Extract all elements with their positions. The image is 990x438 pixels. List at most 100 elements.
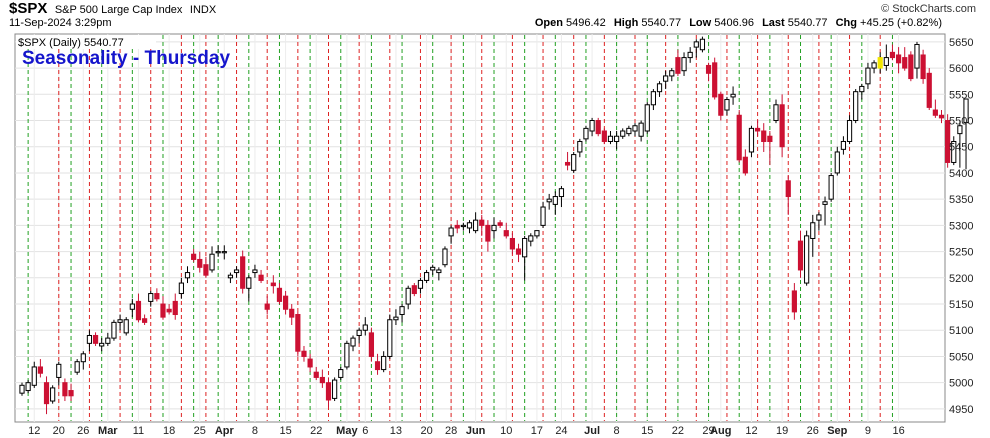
candle-body <box>632 125 638 132</box>
x-tick-label: 8 <box>614 425 620 437</box>
candle-body <box>816 214 822 221</box>
candle-body <box>571 154 577 171</box>
x-tick-label: 28 <box>445 425 457 437</box>
candle-body <box>914 43 920 69</box>
low-value: 5406.96 <box>714 17 755 29</box>
high-label: High <box>613 17 639 29</box>
x-tick-label: Jul <box>584 425 600 437</box>
credit-link[interactable]: © StockCharts.com <box>881 3 976 15</box>
candle-body <box>31 366 37 386</box>
y-tick-label: 5500 <box>949 116 973 128</box>
candle-body <box>846 120 853 142</box>
candle-body <box>454 224 460 229</box>
x-tick-label: May <box>336 425 358 437</box>
candle-body <box>111 321 117 339</box>
candle-body <box>945 120 951 163</box>
candle-body <box>724 99 730 111</box>
x-tick-label: Apr <box>215 425 235 437</box>
candle-body <box>859 85 865 93</box>
candle-body <box>233 269 240 274</box>
candle-body <box>589 120 595 132</box>
x-tick-label: 12 <box>28 425 40 437</box>
x-tick-label: 15 <box>641 425 653 437</box>
timestamp: 11-Sep-2024 3:29pm <box>9 17 112 29</box>
candle-body <box>853 91 859 122</box>
x-tick-label: 19 <box>776 425 788 437</box>
seasonality-markers <box>27 35 893 421</box>
candle-body <box>779 104 785 148</box>
highlight-candle <box>877 57 883 69</box>
chg-value: +45.25 (+0.82%) <box>860 17 942 29</box>
candle-body <box>804 235 810 284</box>
candle-body <box>963 98 969 124</box>
candle-body <box>430 266 436 271</box>
candle-body <box>74 361 80 373</box>
candle-body <box>546 198 552 203</box>
candle-body <box>92 334 99 344</box>
candle-body <box>50 387 56 402</box>
candle-body <box>142 318 148 323</box>
candle-body <box>227 274 234 279</box>
candle-body <box>767 135 773 142</box>
x-tick-label: 9 <box>865 425 871 437</box>
symbol: $SPX <box>9 0 48 17</box>
candle-body <box>448 227 454 237</box>
candle-body <box>135 300 142 321</box>
y-tick-label: 5100 <box>949 325 973 337</box>
y-axis: 4950 5000 5050 5100 5150 5200 5250 5300 5350 5400… <box>949 37 973 416</box>
candle-body <box>595 120 601 135</box>
candle-body <box>289 308 295 318</box>
candle-body <box>399 306 405 316</box>
candle-body <box>99 342 105 347</box>
candle-body <box>368 332 375 357</box>
open-label: Open <box>534 17 563 29</box>
x-tick-label: 26 <box>807 425 819 437</box>
candle-body <box>123 319 129 334</box>
low-label: Low <box>689 17 712 29</box>
candle-body <box>240 256 246 289</box>
symbol-heading: $SPX S&P 500 Large Cap Index INDX <box>9 0 216 18</box>
candle-body <box>203 264 209 276</box>
candle-body <box>528 235 534 242</box>
candle-body <box>540 206 546 226</box>
candle-body <box>908 54 914 80</box>
candle-body <box>160 303 166 318</box>
candle-body <box>840 140 847 150</box>
candle-body <box>797 240 804 271</box>
chart-title: Seasonality - Thursday <box>22 48 230 69</box>
x-tick-label: 11 <box>133 425 144 437</box>
x-tick-label: 24 <box>555 425 567 437</box>
candle-body <box>957 125 963 135</box>
candle-body <box>86 334 93 344</box>
y-tick-label: 5000 <box>949 378 973 390</box>
candle-body <box>313 371 319 378</box>
candle-body <box>687 51 693 59</box>
candle-body <box>675 57 681 74</box>
candle-body <box>129 303 135 310</box>
candle-body <box>669 70 675 77</box>
quote-bar: Open 5496.42 High 5540.77 Low 5406.96 La… <box>535 17 942 29</box>
candle-body <box>534 230 540 237</box>
candle-body <box>191 253 197 260</box>
candle-body <box>564 161 571 166</box>
candle-body <box>491 224 497 232</box>
candle-body <box>381 355 387 371</box>
candle-body <box>785 180 791 198</box>
candle-body <box>681 57 687 72</box>
last-label: Last <box>762 17 785 29</box>
chart-legend: $SPX (Daily) 5540.77 <box>18 37 124 49</box>
candle-body <box>62 382 68 397</box>
candle-body <box>307 358 313 368</box>
candle-body <box>325 382 332 401</box>
candle-body <box>951 140 957 163</box>
candle-body <box>215 251 221 254</box>
x-tick-label: 20 <box>420 425 432 437</box>
x-tick-label: 20 <box>53 425 65 437</box>
candle-body <box>184 272 191 279</box>
candle-body <box>736 114 742 161</box>
x-tick-label: Aug <box>710 425 731 437</box>
y-tick-label: 5650 <box>949 37 973 49</box>
chg-label: Chg <box>835 17 857 29</box>
last-value: 5540.77 <box>787 17 828 29</box>
